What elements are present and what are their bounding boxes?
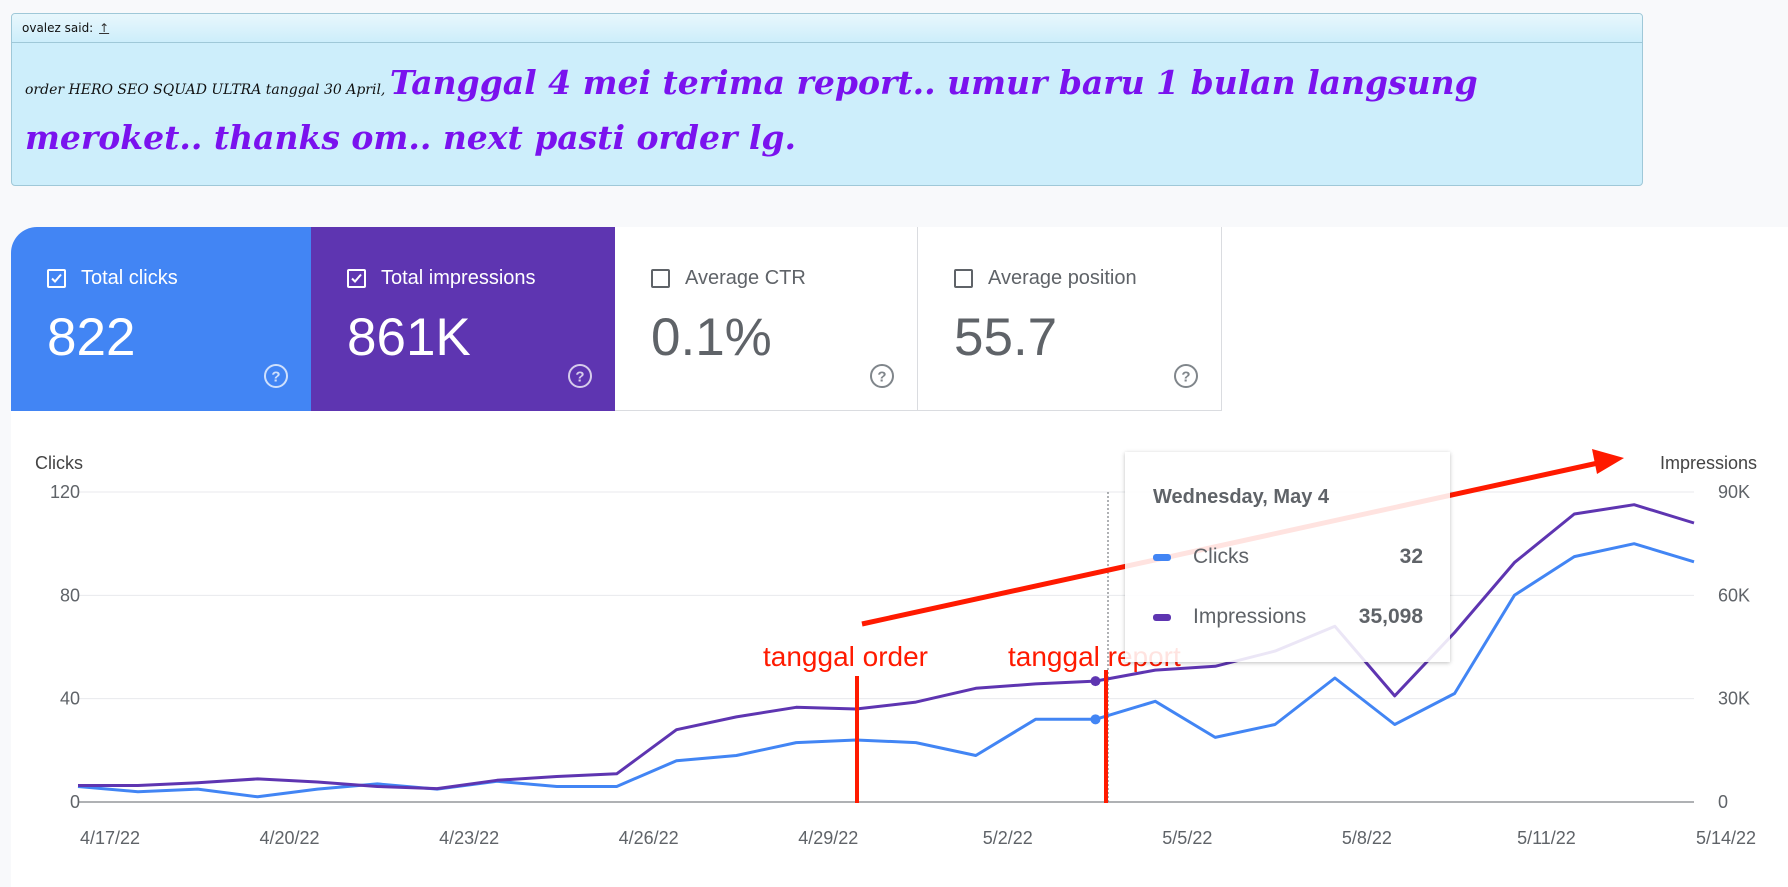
metric-value: 861K: [347, 308, 471, 367]
svg-text:?: ?: [575, 369, 584, 386]
hover-point-impressions: [1090, 676, 1101, 687]
svg-text:?: ?: [271, 369, 280, 386]
metric-label: Total impressions: [381, 267, 536, 289]
impressions-swatch-icon: [1153, 614, 1171, 621]
x-tick-label: 5/11/22: [1517, 828, 1576, 848]
chart-tooltip: Wednesday, May 4 Clicks 32 Impressions 3…: [1125, 452, 1450, 662]
metric-label: Total clicks: [81, 267, 178, 289]
forum-quote: ovalez said: ↑ order HERO SEO SQUAD ULTR…: [11, 13, 1643, 186]
x-tick-label: 4/17/22: [80, 828, 140, 848]
svg-text:?: ?: [1181, 369, 1190, 386]
tooltip-series-name: Impressions: [1193, 605, 1307, 628]
view-post-link[interactable]: ↑: [99, 21, 110, 35]
y-axis-title-clicks: Clicks: [35, 453, 83, 473]
clicks-swatch-icon: [1153, 554, 1171, 561]
y-tick-label: 80: [60, 585, 80, 605]
y-tick-label: 40: [60, 689, 80, 709]
series-line-impressions: [78, 503, 1695, 791]
x-tick-label: 5/8/22: [1342, 828, 1392, 848]
hover-point-clicks: [1090, 714, 1101, 725]
x-tick-label: 5/2/22: [983, 828, 1033, 848]
help-icon[interactable]: ?: [869, 363, 895, 394]
tooltip-date: Wednesday, May 4: [1153, 486, 1329, 508]
checkbox-unchecked-icon[interactable]: [651, 269, 670, 288]
y2-tick-label: 30K: [1718, 689, 1750, 709]
metric-label: Average position: [988, 267, 1137, 289]
quote-header: ovalez said: ↑: [12, 14, 1642, 43]
metric-tile-position[interactable]: Average position 55.7 ?: [918, 227, 1222, 411]
trend-arrow-head: [1592, 449, 1624, 474]
y2-tick-label: 0: [1718, 792, 1728, 812]
metric-tile-clicks[interactable]: Total clicks 822 ?: [11, 227, 311, 411]
checkbox-unchecked-icon[interactable]: [954, 269, 973, 288]
x-tick-label: 4/29/22: [798, 828, 858, 848]
x-tick-label: 4/26/22: [619, 828, 679, 848]
checkbox-checked-icon[interactable]: [347, 269, 366, 288]
metric-tile-impressions[interactable]: Total impressions 861K ?: [311, 227, 615, 411]
y-tick-label: 120: [50, 482, 80, 502]
metric-value: 822: [47, 308, 136, 367]
x-tick-label: 5/14/22: [1696, 828, 1756, 848]
quote-author: ovalez said:: [22, 21, 94, 35]
tooltip-series-name: Clicks: [1193, 545, 1249, 568]
order-annotation: tanggal order: [763, 641, 928, 672]
series-line-clicks: [77, 542, 1695, 799]
metric-value: 55.7: [954, 308, 1058, 367]
tooltip-series-value: 35,098: [1358, 605, 1423, 628]
quote-text-big: Tanggal 4 mei terima report.. umur baru …: [25, 63, 1478, 157]
y2-tick-label: 60K: [1718, 585, 1750, 605]
tooltip-series-value: 32: [1399, 545, 1423, 568]
metric-tile-ctr[interactable]: Average CTR 0.1% ?: [615, 227, 918, 411]
metric-value: 0.1%: [651, 308, 772, 367]
quote-text-small: order HERO SEO SQUAD ULTRA tanggal 30 Ap…: [25, 82, 390, 98]
x-tick-label: 4/20/22: [260, 828, 320, 848]
checkbox-checked-icon[interactable]: [47, 269, 66, 288]
x-tick-label: 4/23/22: [439, 828, 499, 848]
help-icon[interactable]: ?: [263, 363, 289, 394]
quote-body: order HERO SEO SQUAD ULTRA tanggal 30 Ap…: [12, 43, 1642, 167]
metric-label: Average CTR: [685, 267, 806, 289]
y-axis-title-impressions: Impressions: [1660, 453, 1757, 473]
y-tick-label: 0: [70, 792, 80, 812]
help-icon[interactable]: ?: [1173, 363, 1199, 394]
svg-text:?: ?: [877, 369, 886, 386]
x-tick-label: 5/5/22: [1162, 828, 1212, 848]
y2-tick-label: 90K: [1718, 482, 1750, 502]
help-icon[interactable]: ?: [567, 363, 593, 394]
